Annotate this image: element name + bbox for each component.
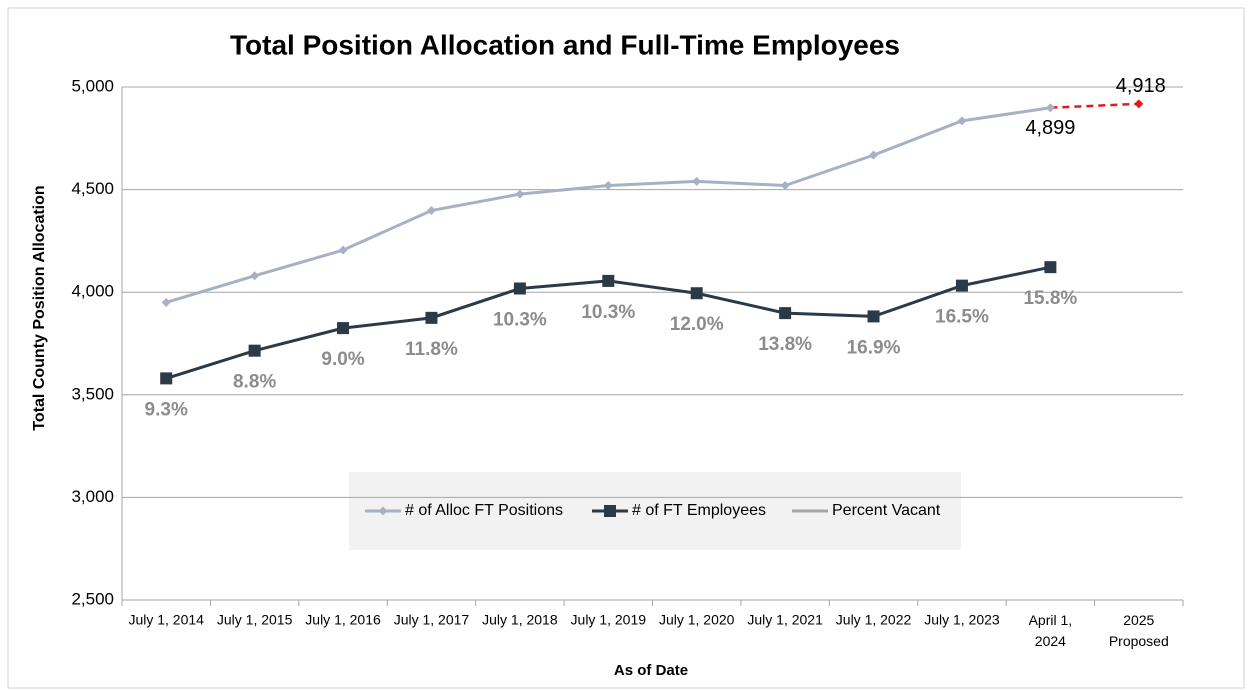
point [779, 307, 792, 320]
legend-label: # of FT Employees [632, 502, 766, 519]
data-label: 4,918 [1116, 75, 1166, 97]
legend-box [349, 472, 961, 550]
point [692, 176, 702, 186]
point [338, 245, 348, 255]
y-tick-label: 2,500 [71, 589, 114, 608]
data-label: 12.0% [670, 314, 724, 335]
data-label: 4,899 [1025, 117, 1075, 139]
point [513, 282, 526, 295]
y-tick-label: 4,000 [71, 282, 114, 301]
x-tick-label: July 1, 2022 [836, 612, 912, 628]
legend-marker [604, 505, 616, 517]
point [867, 310, 880, 323]
point [1045, 103, 1055, 113]
chart-frame [7, 7, 1245, 689]
legend-label: # of Alloc FT Positions [405, 502, 563, 519]
projected-line [1050, 102, 1139, 109]
x-axis-title: As of Date [614, 662, 688, 679]
data-label: 10.3% [493, 310, 547, 331]
point [1044, 261, 1057, 274]
legend-label: Percent Vacant [832, 502, 941, 519]
data-label: 11.8% [405, 339, 458, 360]
point [690, 287, 703, 300]
point [955, 279, 968, 292]
y-tick-label: 3,500 [71, 384, 114, 403]
data-label: 9.3% [145, 399, 188, 420]
x-tick-label: July 1, 2018 [482, 612, 558, 628]
point [337, 322, 350, 335]
point [515, 189, 525, 199]
x-tick-label: July 1, 2015 [217, 612, 293, 628]
x-tick-label: July 1, 2017 [394, 612, 470, 628]
x-tick-label: 2025 Proposed [1109, 612, 1169, 649]
point [425, 311, 438, 324]
x-tick-label: July 1, 2019 [571, 612, 647, 628]
chart-title: Total Position Allocation and Full-Time … [230, 29, 900, 60]
point [1134, 99, 1144, 109]
point [250, 271, 260, 281]
point [603, 180, 613, 190]
point [957, 116, 967, 126]
data-label: 16.9% [847, 337, 901, 358]
point [780, 180, 790, 190]
x-tick-label: July 1, 2016 [305, 612, 381, 628]
y-axis-title: Total County Position Allocation [31, 185, 48, 430]
y-tick-label: 5,000 [71, 76, 114, 95]
point [869, 150, 879, 160]
x-tick-label: July 1, 2014 [128, 612, 204, 628]
data-label: 10.3% [581, 302, 635, 323]
data-label: 9.0% [321, 349, 364, 370]
x-tick-label: July 1, 2021 [747, 612, 823, 628]
y-tick-label: 4,500 [71, 179, 114, 198]
point [160, 372, 173, 385]
point [248, 344, 261, 357]
data-label: 15.8% [1023, 288, 1077, 309]
data-label: 8.8% [233, 372, 276, 393]
point [602, 274, 615, 287]
data-label: 13.8% [758, 334, 812, 355]
legend-marker [378, 506, 388, 516]
x-tick-label: July 1, 2020 [659, 612, 735, 628]
point [426, 206, 436, 216]
x-tick-label: July 1, 2023 [924, 612, 1000, 628]
point [161, 297, 171, 307]
y-tick-label: 3,000 [71, 487, 114, 506]
x-tick-label: April 1, 2024 [1029, 612, 1073, 649]
data-label: 16.5% [935, 307, 989, 328]
